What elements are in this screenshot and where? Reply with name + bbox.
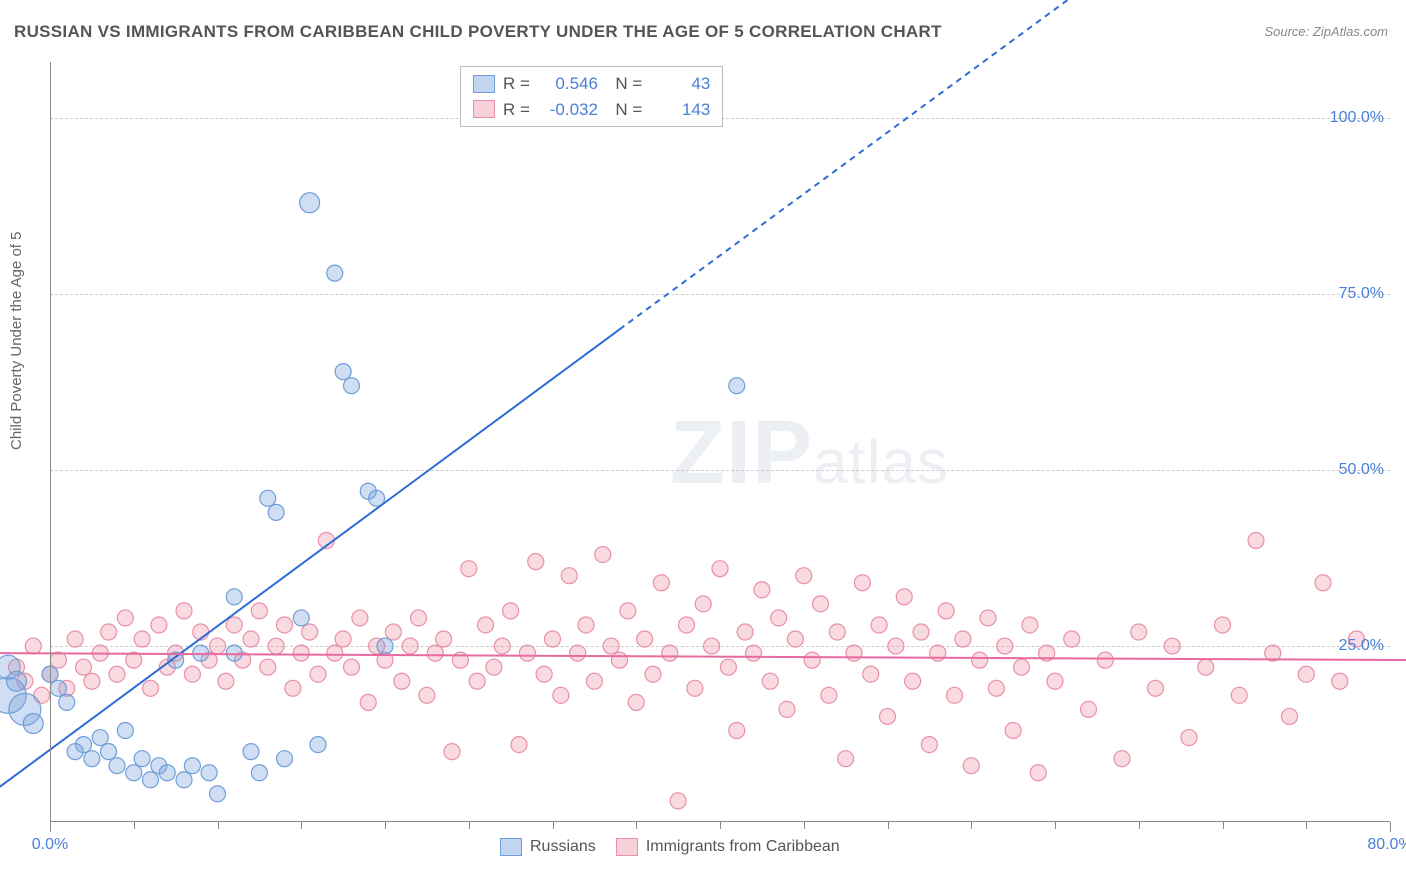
chart-area: ZIPatlas 25.0%50.0%75.0%100.0% 0.0%80.0%… (50, 62, 1390, 822)
n-value: 143 (650, 97, 710, 123)
n-value: 43 (650, 71, 710, 97)
scatter-plot (50, 62, 1390, 822)
y-axis-label: Child Poverty Under the Age of 5 (8, 232, 25, 450)
r-value: 0.546 (538, 71, 598, 97)
stats-row: R = 0.546 N = 43 (473, 71, 710, 97)
y-tick-label: 25.0% (1339, 637, 1384, 655)
r-label: R = (503, 71, 530, 97)
y-tick-label: 100.0% (1330, 109, 1384, 127)
y-tick-label: 50.0% (1339, 461, 1384, 479)
r-value: -0.032 (538, 97, 598, 123)
swatch-caribbean (473, 100, 495, 118)
legend-item: Russians (500, 838, 596, 856)
legend-label: Russians (530, 838, 596, 856)
swatch-russians (473, 75, 495, 93)
n-label: N = (606, 97, 642, 123)
swatch-caribbean (616, 838, 638, 856)
r-label: R = (503, 97, 530, 123)
legend-item: Immigrants from Caribbean (616, 838, 840, 856)
source-label: Source: ZipAtlas.com (1264, 24, 1388, 39)
x-tick-label: 0.0% (32, 836, 68, 854)
x-tick-label: 80.0% (1367, 836, 1406, 854)
stats-row: R = -0.032 N = 143 (473, 97, 710, 123)
chart-title: RUSSIAN VS IMMIGRANTS FROM CARIBBEAN CHI… (14, 22, 942, 42)
y-axis-line (50, 62, 51, 822)
swatch-russians (500, 838, 522, 856)
y-tick-label: 75.0% (1339, 285, 1384, 303)
series-legend: Russians Immigrants from Caribbean (500, 838, 840, 856)
legend-label: Immigrants from Caribbean (646, 838, 840, 856)
stats-legend: R = 0.546 N = 43 R = -0.032 N = 143 (460, 66, 723, 127)
n-label: N = (606, 71, 642, 97)
